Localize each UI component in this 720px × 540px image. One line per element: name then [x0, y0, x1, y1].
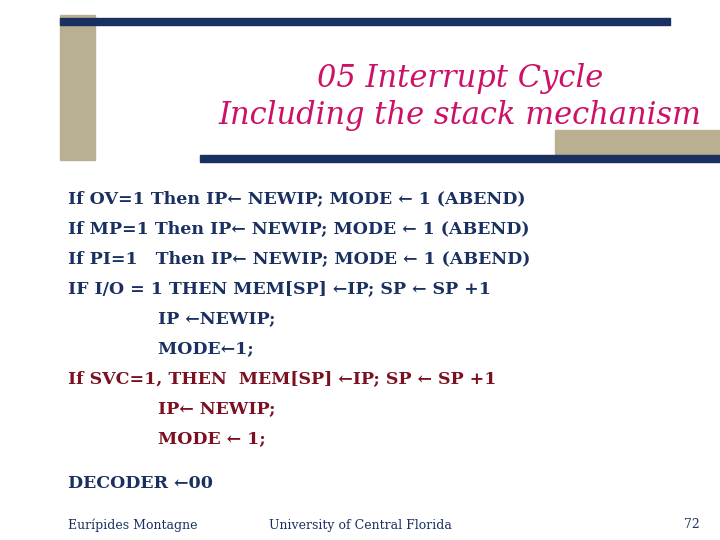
Text: DECODER ←00: DECODER ←00: [68, 475, 213, 492]
Text: IF I/O = 1 THEN MEM[SP] ←IP; SP ← SP +1: IF I/O = 1 THEN MEM[SP] ←IP; SP ← SP +1: [68, 280, 491, 297]
Text: If MP=1 Then IP← NEWIP; MODE ← 1 (ABEND): If MP=1 Then IP← NEWIP; MODE ← 1 (ABEND): [68, 220, 529, 237]
Text: If PI=1   Then IP← NEWIP; MODE ← 1 (ABEND): If PI=1 Then IP← NEWIP; MODE ← 1 (ABEND): [68, 250, 531, 267]
Text: 72: 72: [684, 518, 700, 531]
Text: MODE←1;: MODE←1;: [68, 340, 253, 357]
Text: IP← NEWIP;: IP← NEWIP;: [68, 400, 276, 417]
Bar: [555, 130, 720, 158]
Bar: [200, 155, 720, 162]
Text: If OV=1 Then IP← NEWIP; MODE ← 1 (ABEND): If OV=1 Then IP← NEWIP; MODE ← 1 (ABEND): [68, 190, 526, 207]
Text: MODE ← 1;: MODE ← 1;: [68, 430, 266, 447]
Text: 05 Interrupt Cycle
Including the stack mechanism: 05 Interrupt Cycle Including the stack m…: [219, 63, 701, 131]
Text: University of Central Florida: University of Central Florida: [269, 518, 451, 531]
Text: Eurípides Montagne: Eurípides Montagne: [68, 518, 197, 532]
Bar: [60, 18, 670, 25]
Text: IP ←NEWIP;: IP ←NEWIP;: [68, 310, 276, 327]
Bar: [60, 15, 95, 160]
Text: If SVC=1, THEN  MEM[SP] ←IP; SP ← SP +1: If SVC=1, THEN MEM[SP] ←IP; SP ← SP +1: [68, 370, 496, 387]
